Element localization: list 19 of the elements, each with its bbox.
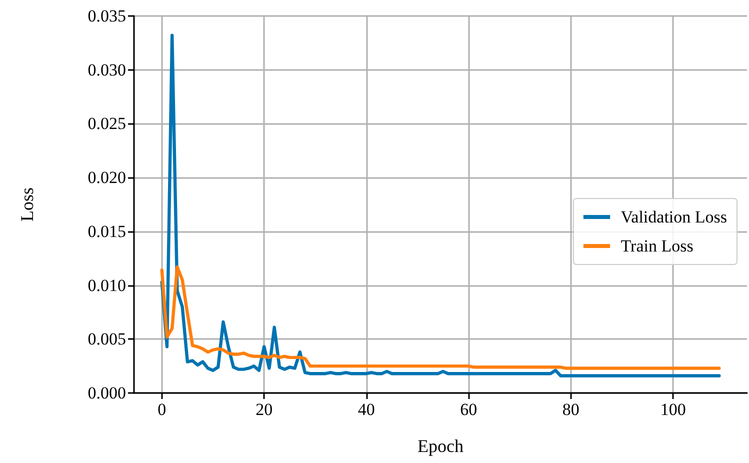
- y-tick-label: 0.000: [88, 384, 126, 402]
- x-tick-label: 40: [358, 400, 375, 419]
- y-tick-label: 0.035: [88, 6, 126, 26]
- legend-label: Train Loss: [620, 236, 694, 256]
- x-axis-title: Epoch: [418, 436, 464, 456]
- y-tick-label: 0.025: [88, 114, 126, 134]
- x-tick-label: 80: [562, 400, 580, 419]
- y-tick-label: 0.005: [88, 330, 126, 349]
- x-tick-label: 20: [256, 400, 273, 419]
- x-tick-label: 0: [158, 400, 166, 419]
- x-tick-label: 60: [460, 400, 478, 419]
- legend-label: Validation Loss: [620, 208, 728, 226]
- line-series: [160, 265, 721, 370]
- x-tick-label: 100: [660, 400, 686, 419]
- y-axis-title: Loss: [17, 187, 37, 222]
- y-tick-label: 0.020: [88, 168, 126, 188]
- y-tick-label: 0.010: [88, 276, 126, 295]
- y-tick-label: 0.015: [88, 222, 126, 241]
- y-tick-label: 0.030: [88, 60, 126, 80]
